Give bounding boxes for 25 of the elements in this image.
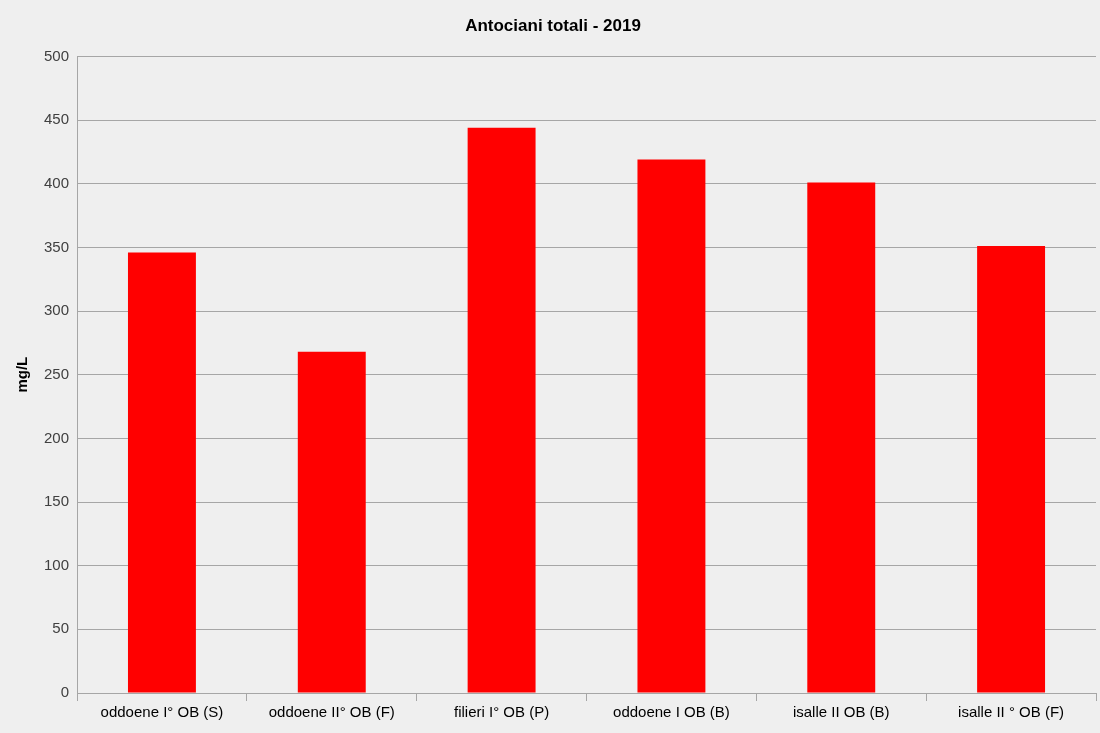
y-tick-label: 150 xyxy=(44,492,70,510)
y-tick-label: 50 xyxy=(52,619,70,637)
y-tick-label: 450 xyxy=(44,110,70,128)
x-tick-label: filieri I° OB (P) xyxy=(454,703,550,721)
x-tick-label: isalle II OB (B) xyxy=(792,703,890,721)
bar xyxy=(977,246,1046,693)
y-tick-label: 350 xyxy=(44,237,70,255)
y-tick-label: 500 xyxy=(44,46,70,64)
y-tick-label: 400 xyxy=(44,173,70,191)
x-tick-label: oddoene I° OB (S) xyxy=(100,703,224,721)
y-tick-label: 200 xyxy=(44,428,70,446)
y-tick-label: 100 xyxy=(44,555,70,573)
x-tick-label: isalle II ° OB (F) xyxy=(958,703,1065,721)
x-tick-label: oddoene I OB (B) xyxy=(613,703,730,721)
y-axis-title: mg/L xyxy=(13,356,31,393)
bar xyxy=(467,127,536,693)
y-tick-label: 300 xyxy=(44,301,70,319)
bar xyxy=(127,252,196,693)
bar xyxy=(297,351,366,693)
chart-title: Antociani totali - 2019 xyxy=(465,15,641,35)
bar xyxy=(807,182,876,693)
y-tick-label: 250 xyxy=(44,364,70,382)
bar xyxy=(637,159,706,693)
x-tick-label: oddoene II° OB (F) xyxy=(268,703,395,721)
y-tick-label: 0 xyxy=(60,683,70,701)
